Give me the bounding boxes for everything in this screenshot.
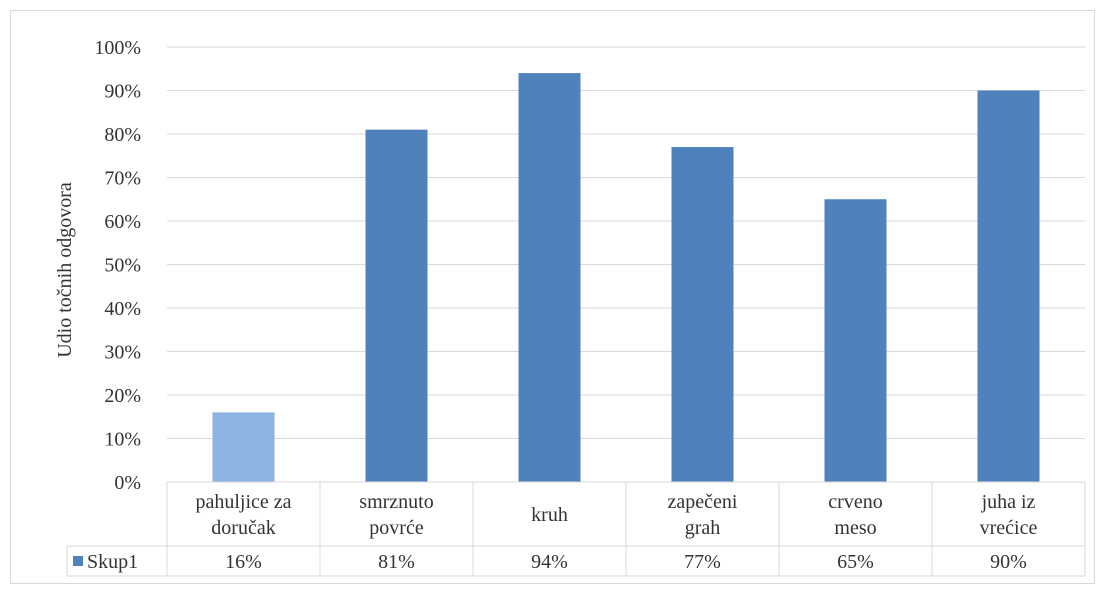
series-name: Skup1 <box>87 551 138 573</box>
bar <box>518 73 581 482</box>
category-label: povrće <box>369 517 424 539</box>
legend-key <box>73 556 83 566</box>
bar <box>212 412 275 482</box>
bar <box>824 199 887 482</box>
category-label: doručak <box>211 517 275 539</box>
bar-chart: 0% 10% 20% 30% 40% 50% 60% 70% 80% 90% 100% pahulj… <box>54 37 1086 577</box>
bar <box>365 129 428 482</box>
category-label: meso <box>834 517 876 539</box>
y-tick-label: 20% <box>104 385 141 407</box>
data-table: pahuljice za doručak smrznuto povrće kruh zap… <box>66 481 1086 577</box>
category-label: zapečeni <box>668 491 738 513</box>
data-label: 77% <box>684 551 721 573</box>
category-label: crveno <box>828 491 882 513</box>
data-label: 94% <box>531 551 568 573</box>
y-tick-label: 80% <box>104 124 141 146</box>
category-label: juha iz <box>981 491 1036 513</box>
category-label: smrznuto <box>359 491 433 513</box>
chart-container: 0% 10% 20% 30% 40% 50% 60% 70% 80% 90% 100% pahulj… <box>10 10 1095 584</box>
category-label: pahuljice za <box>195 491 291 513</box>
bars <box>212 73 1040 483</box>
category-label: grah <box>685 517 721 539</box>
y-tick-label: 90% <box>104 81 141 103</box>
category-label: kruh <box>531 504 568 526</box>
y-axis-ticks: 0% 10% 20% 30% 40% 50% 60% 70% 80% 90% 100% <box>94 37 141 494</box>
y-tick-label: 60% <box>104 211 141 233</box>
y-tick-label: 70% <box>104 168 141 190</box>
y-tick-label: 0% <box>114 472 141 494</box>
data-label: 16% <box>225 551 262 573</box>
bar <box>977 90 1040 482</box>
y-tick-label: 30% <box>104 342 141 364</box>
bar <box>671 147 734 483</box>
data-label: 81% <box>378 551 415 573</box>
gridlines <box>167 46 1085 439</box>
y-tick-label: 10% <box>104 429 141 451</box>
y-tick-label: 40% <box>104 298 141 320</box>
y-axis-label: Udio točnih odgovora <box>54 182 76 358</box>
data-label: 65% <box>837 551 874 573</box>
category-label: vrećice <box>980 517 1038 539</box>
y-tick-label: 50% <box>104 255 141 277</box>
data-label: 90% <box>990 551 1027 573</box>
y-tick-label: 100% <box>94 37 141 59</box>
